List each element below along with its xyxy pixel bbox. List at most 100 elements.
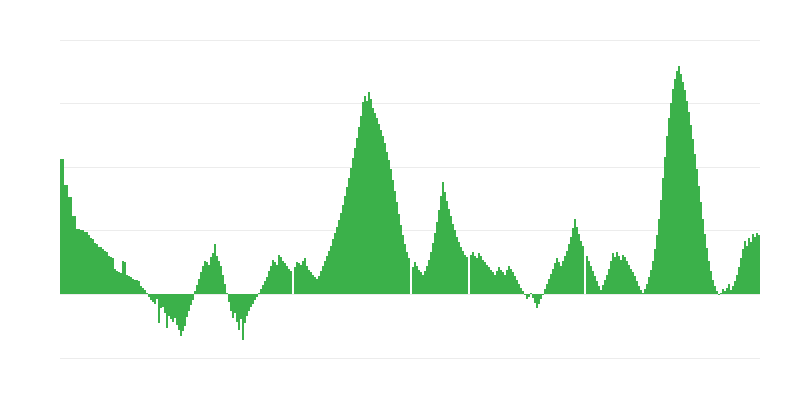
- bar: [466, 257, 468, 294]
- bar: [722, 288, 724, 294]
- bar: [458, 241, 460, 294]
- bar: [524, 294, 526, 296]
- bar: [390, 169, 392, 294]
- bar: [260, 288, 262, 294]
- bar: [464, 254, 466, 294]
- bar: [638, 286, 640, 294]
- bar: [212, 253, 214, 294]
- bar: [134, 280, 136, 294]
- bar: [126, 274, 128, 294]
- bar: [580, 240, 582, 294]
- bar: [252, 294, 254, 305]
- bar: [696, 169, 698, 294]
- bar: [504, 274, 506, 294]
- bar: [192, 294, 194, 301]
- bar: [286, 266, 288, 294]
- bar: [128, 276, 130, 294]
- bar: [422, 274, 424, 294]
- bar: [182, 294, 184, 331]
- bar: [348, 178, 350, 294]
- bar: [592, 271, 594, 294]
- bar: [640, 290, 642, 294]
- bar: [714, 286, 716, 294]
- bar: [758, 235, 760, 294]
- bar: [336, 226, 338, 294]
- bar: [68, 196, 70, 294]
- bar: [648, 277, 650, 294]
- bar: [84, 232, 86, 294]
- bar: [438, 210, 440, 294]
- bar: [450, 216, 452, 294]
- bar: [338, 220, 340, 294]
- bar: [242, 294, 244, 340]
- bar: [416, 266, 418, 294]
- bar: [354, 147, 356, 294]
- bar: [492, 272, 494, 294]
- bar: [318, 276, 320, 294]
- bar: [494, 274, 496, 294]
- bar: [556, 258, 558, 294]
- bar: [300, 264, 302, 294]
- bar: [472, 252, 474, 294]
- bar: [434, 232, 436, 294]
- bar: [590, 266, 592, 294]
- bar: [542, 294, 544, 295]
- bar: [108, 255, 110, 294]
- bar: [620, 259, 622, 294]
- bar: [250, 294, 252, 307]
- bar: [202, 266, 204, 294]
- bar: [258, 292, 260, 294]
- bar: [748, 238, 750, 294]
- bar: [124, 262, 126, 294]
- bar: [440, 196, 442, 294]
- bar: [488, 267, 490, 294]
- bar: [90, 238, 92, 294]
- bar: [376, 118, 378, 294]
- bar: [724, 291, 726, 294]
- bar: [310, 272, 312, 294]
- bar: [384, 142, 386, 294]
- bar: [214, 244, 216, 294]
- bar: [78, 229, 80, 294]
- bar: [66, 184, 68, 294]
- bar: [224, 283, 226, 294]
- bar: [698, 185, 700, 294]
- bar: [408, 258, 410, 294]
- bar: [586, 255, 588, 294]
- bar: [428, 259, 430, 294]
- bar: [398, 213, 400, 294]
- bar: [82, 230, 84, 294]
- bar: [92, 239, 94, 294]
- bar: [110, 257, 112, 294]
- bar: [614, 257, 616, 294]
- bar: [218, 260, 220, 294]
- bar: [304, 258, 306, 294]
- bar: [470, 254, 472, 294]
- bar: [196, 285, 198, 294]
- bar: [484, 262, 486, 294]
- bar: [184, 294, 186, 326]
- bar: [244, 294, 246, 324]
- bar: [518, 283, 520, 294]
- bar: [280, 257, 282, 294]
- bar: [502, 272, 504, 294]
- bar: [274, 262, 276, 294]
- bar: [672, 89, 674, 294]
- bar: [194, 291, 196, 294]
- bar: [676, 71, 678, 294]
- bar: [526, 294, 528, 300]
- bar: [366, 100, 368, 294]
- bar: [512, 272, 514, 294]
- bar: [674, 79, 676, 294]
- bar: [534, 294, 536, 303]
- bar: [350, 168, 352, 294]
- bar: [352, 157, 354, 294]
- bar: [546, 283, 548, 294]
- bar: [228, 294, 230, 302]
- bar: [476, 258, 478, 294]
- bar: [562, 260, 564, 294]
- bar: [342, 204, 344, 294]
- bar: [720, 292, 722, 294]
- bar: [576, 226, 578, 294]
- bar: [478, 253, 480, 294]
